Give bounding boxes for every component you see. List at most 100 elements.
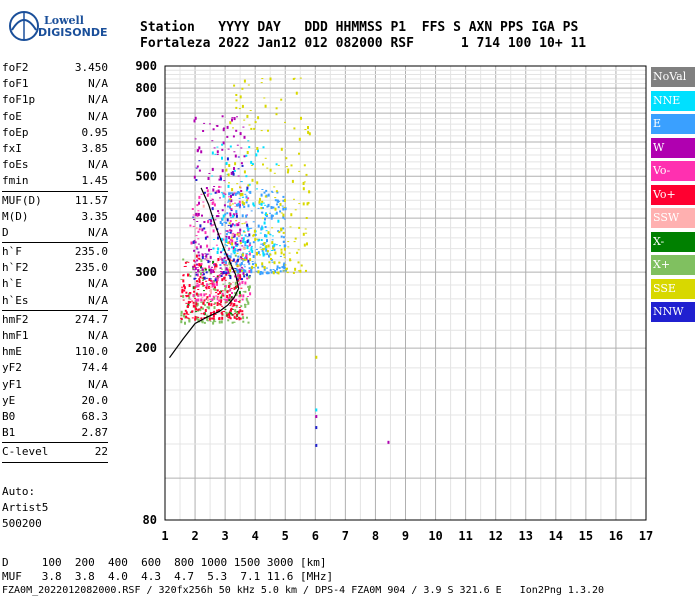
echo-point: [257, 270, 260, 274]
echo-point: [248, 183, 251, 186]
echo-point: [242, 246, 245, 250]
echo-point: [200, 313, 203, 315]
echo-point: [208, 302, 210, 306]
echo-point: [261, 207, 264, 209]
echo-point: [226, 230, 229, 232]
echo-point: [189, 271, 192, 273]
echo-point: [248, 228, 251, 230]
echo-point: [290, 164, 293, 167]
echo-point: [283, 247, 286, 251]
echo-point: [200, 301, 203, 303]
echo-point: [247, 259, 250, 263]
echo-point: [245, 297, 248, 301]
echo-point: [212, 295, 215, 298]
echo-point: [237, 269, 240, 273]
echo-point: [280, 251, 283, 255]
echo-point: [267, 272, 270, 275]
echo-point: [274, 251, 277, 255]
echo-point: [193, 259, 196, 262]
echo-point: [237, 156, 240, 158]
echo-point: [192, 216, 195, 218]
echo-point: [241, 237, 244, 240]
param-value: 11.57: [74, 193, 108, 207]
echo-point: [231, 117, 234, 119]
echo-point: [231, 236, 234, 239]
echo-point: [238, 197, 241, 199]
echo-point: [305, 217, 308, 219]
echo-point: [248, 288, 250, 292]
param-value: N/A: [88, 93, 108, 107]
echo-point: [231, 321, 234, 324]
echo-point: [237, 223, 240, 226]
echo-point: [180, 317, 183, 320]
echo-point: [278, 231, 281, 234]
echo-point: [261, 226, 264, 230]
echo-point: [262, 217, 265, 219]
echo-point: [240, 234, 243, 236]
echo-point: [243, 205, 246, 208]
echo-point: [265, 248, 268, 252]
echo-point: [250, 247, 253, 251]
echo-point: [275, 190, 278, 193]
echo-point: [202, 301, 205, 305]
echo-point: [206, 244, 209, 248]
echo-point: [231, 223, 234, 226]
echo-point: [260, 225, 263, 227]
echo-point: [213, 283, 216, 287]
echo-point: [270, 214, 273, 218]
echo-point: [191, 317, 194, 319]
echo-point: [249, 110, 252, 111]
echo-point: [286, 171, 289, 174]
echo-point: [196, 316, 199, 320]
echo-point: [246, 236, 249, 238]
echo-point: [228, 315, 231, 319]
echo-point: [207, 253, 210, 255]
param-divider: [2, 309, 108, 311]
echo-point: [234, 268, 237, 269]
echo-point: [246, 245, 249, 247]
echo-point: [228, 247, 231, 250]
echo-point: [228, 283, 231, 285]
footer-distance-row: D 100 200 400 600 800 1000 1500 3000 [km…: [2, 556, 327, 569]
echo-point: [193, 249, 196, 252]
echo-point: [237, 168, 240, 170]
echo-point: [189, 301, 192, 304]
param-row: hmE 110.0: [2, 344, 108, 360]
footer-muf-row: MUF 3.8 3.8 4.0 4.3 4.7 5.3 7.1 11.6 [MH…: [2, 570, 334, 583]
echo-point: [239, 276, 242, 280]
echo-point: [206, 317, 209, 321]
echo-point: [217, 247, 220, 251]
y-tick-label: 300: [135, 265, 157, 279]
echo-point: [252, 263, 254, 266]
echo-point: [201, 214, 203, 217]
echo-point: [188, 296, 191, 300]
echo-point: [265, 267, 268, 269]
echo-point: [283, 218, 286, 220]
echo-point: [241, 313, 244, 316]
echo-point: [232, 235, 235, 238]
echo-point: [302, 202, 305, 206]
echo-point: [235, 268, 238, 272]
echo-point: [208, 261, 211, 263]
echo-point: [273, 243, 276, 247]
echo-point: [195, 167, 198, 169]
echo-point: [262, 248, 265, 251]
echo-point: [219, 256, 222, 259]
echo-point: [209, 255, 212, 259]
echo-point: [290, 213, 293, 217]
echo-point: [207, 283, 210, 285]
echo-point: [303, 164, 306, 167]
echo-point: [245, 221, 248, 223]
echo-point: [218, 274, 221, 277]
echo-point: [224, 288, 227, 290]
echo-point: [237, 255, 240, 258]
echo-point: [226, 290, 229, 294]
y-tick-label: 80: [143, 513, 157, 527]
echo-point: [246, 114, 249, 118]
echo-point: [264, 214, 267, 215]
echo-point: [223, 221, 226, 223]
param-value: 235.0: [74, 245, 108, 259]
x-tick-label: 7: [342, 529, 349, 543]
echo-point: [208, 265, 211, 269]
echo-point: [285, 157, 288, 160]
